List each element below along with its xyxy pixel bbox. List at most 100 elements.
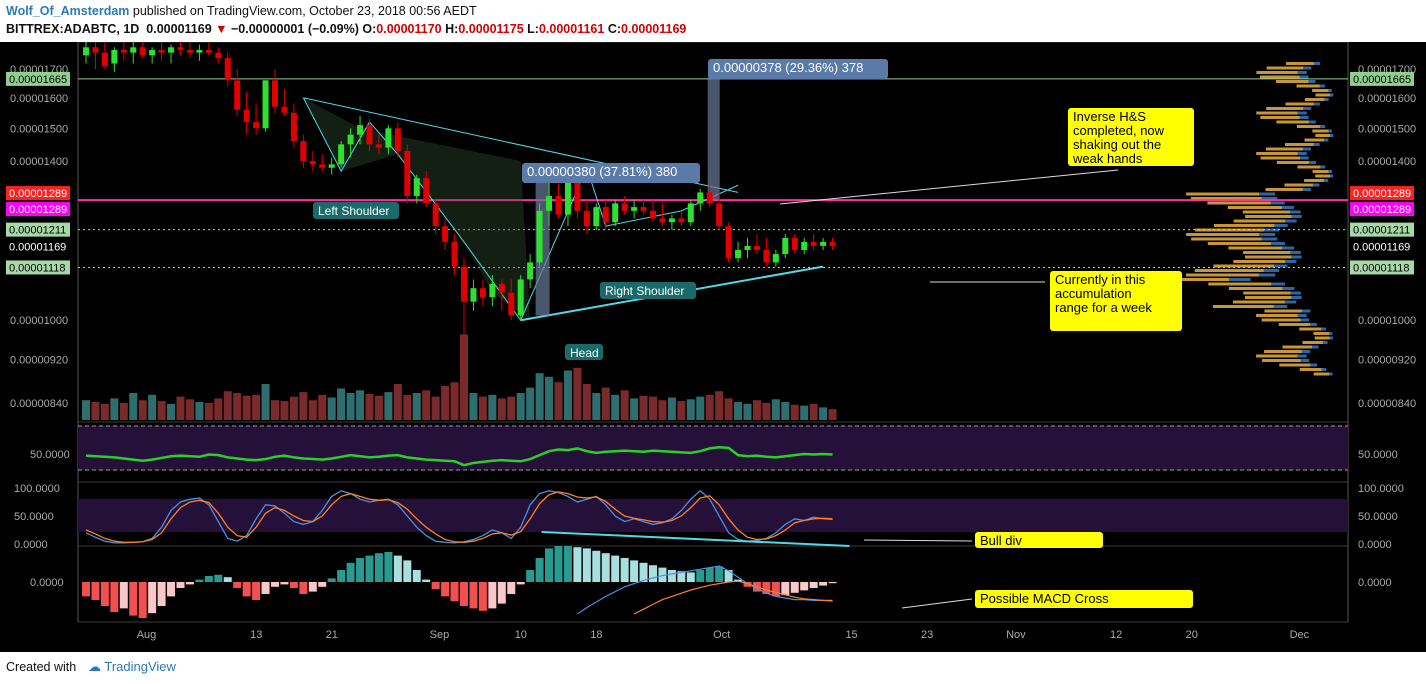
candle-body [725, 226, 732, 259]
volume-profile-bar [1299, 368, 1322, 371]
volume-profile-bar [1232, 300, 1285, 304]
macd-histogram-bar [157, 582, 166, 606]
candle-body [347, 134, 354, 145]
y-tick-label-left: 0.00001600 [10, 93, 68, 105]
volume-bar [516, 393, 525, 420]
callout-range-text: accumulation [1055, 286, 1132, 301]
chart-area[interactable]: 0.00001700 0.00001700 0.00001600 0.00001600… [0, 34, 1426, 652]
volume-profile-bar [1266, 66, 1304, 70]
candle-body [668, 218, 675, 223]
candle-body [791, 237, 798, 250]
macd-histogram-bar [639, 562, 648, 582]
volume-bar [233, 393, 242, 420]
callout-hs-text: weak hands [1072, 151, 1143, 166]
candle-body [810, 241, 817, 246]
volume-bar [356, 390, 365, 420]
volume-profile-bar [1207, 201, 1271, 205]
price-tag-left [6, 239, 70, 254]
volume-profile-bar [1312, 89, 1329, 92]
price-tag-label: 0.00001289 [1353, 188, 1411, 200]
volume-bar [611, 394, 620, 420]
close-value: 0.00001169 [621, 22, 687, 36]
y-tick-label-left: 0.00001500 [10, 123, 68, 135]
measure-label-2-text: 0.00000380 (37.81%) 380 [527, 164, 677, 179]
price-tag-right [1350, 186, 1414, 201]
volume-bar [374, 395, 383, 420]
macd-histogram-bar [809, 582, 818, 588]
volume-profile-bar [1256, 111, 1298, 115]
volume-bar [497, 398, 506, 420]
candle-body [536, 210, 543, 263]
right-shoulder-label-box [600, 282, 696, 299]
macd-histogram-bar [601, 553, 610, 582]
macd-histogram-bar [497, 582, 506, 604]
brand-name: TradingView [104, 659, 176, 674]
candle-body [319, 164, 326, 168]
volume-profile-bar [1245, 255, 1292, 259]
candle-body [120, 49, 127, 53]
macd-histogram-bar [308, 582, 317, 592]
volume-profile-bar [1256, 152, 1298, 155]
macd-histogram-bar [82, 582, 90, 597]
volume-profile-bar [1266, 107, 1304, 110]
arrow-line [863, 539, 973, 542]
macd-histogram-bar [422, 579, 431, 582]
price-tag-label: 0.00001289 [9, 188, 67, 200]
candle-body [640, 207, 647, 211]
candle-body [338, 144, 345, 165]
volume-profile-bar [1279, 363, 1311, 367]
volume-profile-bar [1284, 183, 1314, 187]
volume-profile-bar [1213, 264, 1275, 268]
volume-bar [639, 395, 648, 420]
callout-hs-text: shaking out the [1073, 137, 1161, 152]
candle-body [461, 266, 467, 302]
macd-histogram-bar [563, 546, 572, 582]
candle-body [782, 237, 789, 255]
macd-histogram-bar [630, 560, 639, 582]
callout-range-box [1050, 271, 1182, 331]
volume-bar [100, 403, 109, 420]
macd-histogram-bar [771, 582, 780, 597]
macd-histogram-bar [110, 582, 119, 612]
volume-bar [138, 400, 147, 420]
x-tick-label: Nov [1006, 629, 1026, 641]
volume-bar [384, 392, 393, 420]
volume-bar [734, 402, 743, 420]
volume-bar [715, 391, 724, 420]
candle-body [451, 241, 458, 267]
macd-histogram-bar [337, 570, 346, 582]
volume-profile-bar [1244, 296, 1292, 299]
macd-histogram-bar [365, 555, 374, 582]
author-link[interactable]: Wolf_Of_Amsterdam [6, 4, 130, 18]
price-tag-right [1350, 202, 1414, 217]
y-tick-label-right: 0.00001600 [1358, 93, 1416, 105]
candle-body [763, 249, 770, 263]
volume-profile-bar [1256, 354, 1298, 358]
volume-bar [271, 400, 279, 420]
volume-profile-bar [1186, 233, 1259, 236]
price-tag-right [1350, 239, 1414, 254]
candle-body [158, 49, 165, 53]
volume-bar [724, 398, 733, 420]
rsi-line [85, 446, 833, 467]
candle-body [111, 49, 118, 64]
candle-body [631, 207, 638, 211]
callout-hs-box [1068, 108, 1194, 166]
volume-bar [762, 402, 771, 420]
created-with-text: Created with [6, 660, 77, 674]
price-tag-left [6, 186, 70, 201]
tradingview-logo[interactable]: ☁ TradingView [88, 659, 176, 675]
footer: Created with ☁ TradingView [0, 652, 1426, 684]
stoch-tick: 100.0000 [14, 483, 60, 495]
candle-body [92, 47, 99, 53]
volume-profile-bar [1297, 165, 1321, 169]
volume-bar [677, 401, 686, 420]
x-tick-label: 23 [921, 629, 933, 641]
volume-profile-bar [1245, 215, 1292, 218]
macd-histogram-bar [223, 577, 232, 582]
volume-bar [318, 394, 327, 420]
volume-bar [431, 396, 440, 420]
volume-bar [809, 403, 818, 420]
volume-bar [157, 401, 166, 420]
